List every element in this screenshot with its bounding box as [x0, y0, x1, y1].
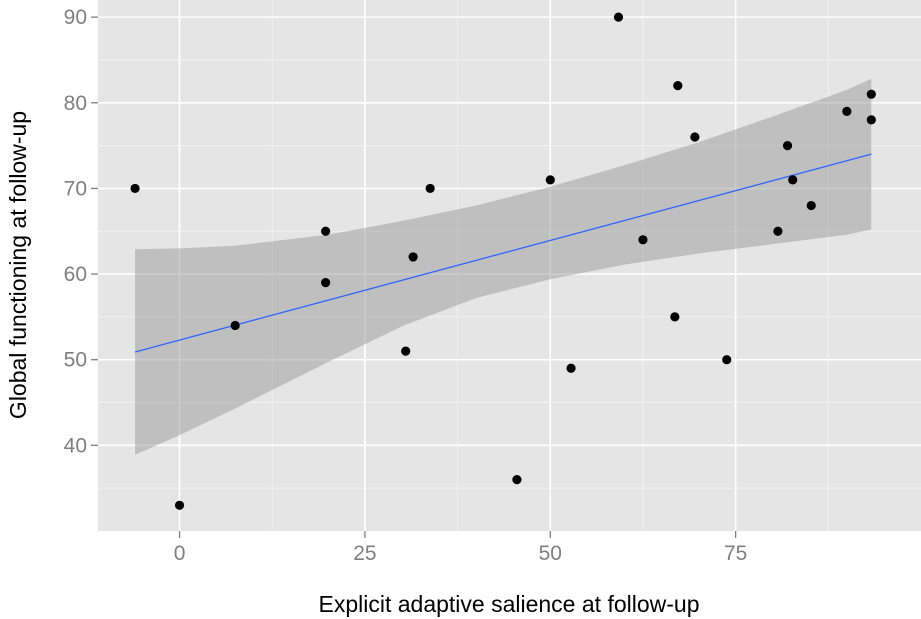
data-point [638, 235, 648, 245]
x-tick-label: 75 [724, 542, 747, 565]
data-point [401, 346, 411, 356]
data-point [670, 312, 680, 322]
data-point [722, 355, 732, 365]
data-point [690, 132, 700, 142]
y-tick-label: 80 [64, 92, 87, 115]
y-axis-ticks: 40 50 60 70 80 90 [64, 6, 98, 457]
data-points [130, 12, 876, 510]
data-point [230, 320, 240, 331]
data-point [425, 183, 435, 194]
data-point [866, 89, 876, 99]
x-tick-label: 50 [539, 542, 562, 565]
data-point [545, 175, 555, 185]
data-point [512, 475, 522, 485]
y-tick-label: 90 [64, 6, 87, 29]
y-tick-label: 40 [64, 434, 87, 457]
data-point [806, 200, 816, 211]
data-point [613, 12, 624, 22]
data-point [321, 226, 331, 236]
data-point [782, 140, 793, 151]
x-tick-label: 0 [174, 542, 186, 565]
y-axis-title: Global functioning at follow-up [5, 111, 31, 419]
confidence-band [135, 78, 872, 455]
data-point [408, 252, 418, 262]
x-axis-ticks: 0 25 50 75 [174, 531, 747, 565]
x-tick-label: 25 [353, 542, 376, 565]
data-point [842, 106, 852, 116]
y-tick-label: 50 [64, 349, 87, 372]
data-point [566, 363, 576, 373]
y-tick-label: 70 [64, 177, 87, 200]
data-point [174, 500, 185, 510]
regression-line [134, 153, 872, 353]
data-point [788, 175, 798, 185]
data-point [673, 81, 683, 91]
data-point [321, 278, 331, 288]
data-point [773, 226, 783, 236]
y-tick-label: 60 [64, 263, 87, 286]
data-point [130, 183, 140, 194]
data-point [866, 115, 876, 125]
x-axis-title: Explicit adaptive salience at follow-up [319, 591, 700, 617]
